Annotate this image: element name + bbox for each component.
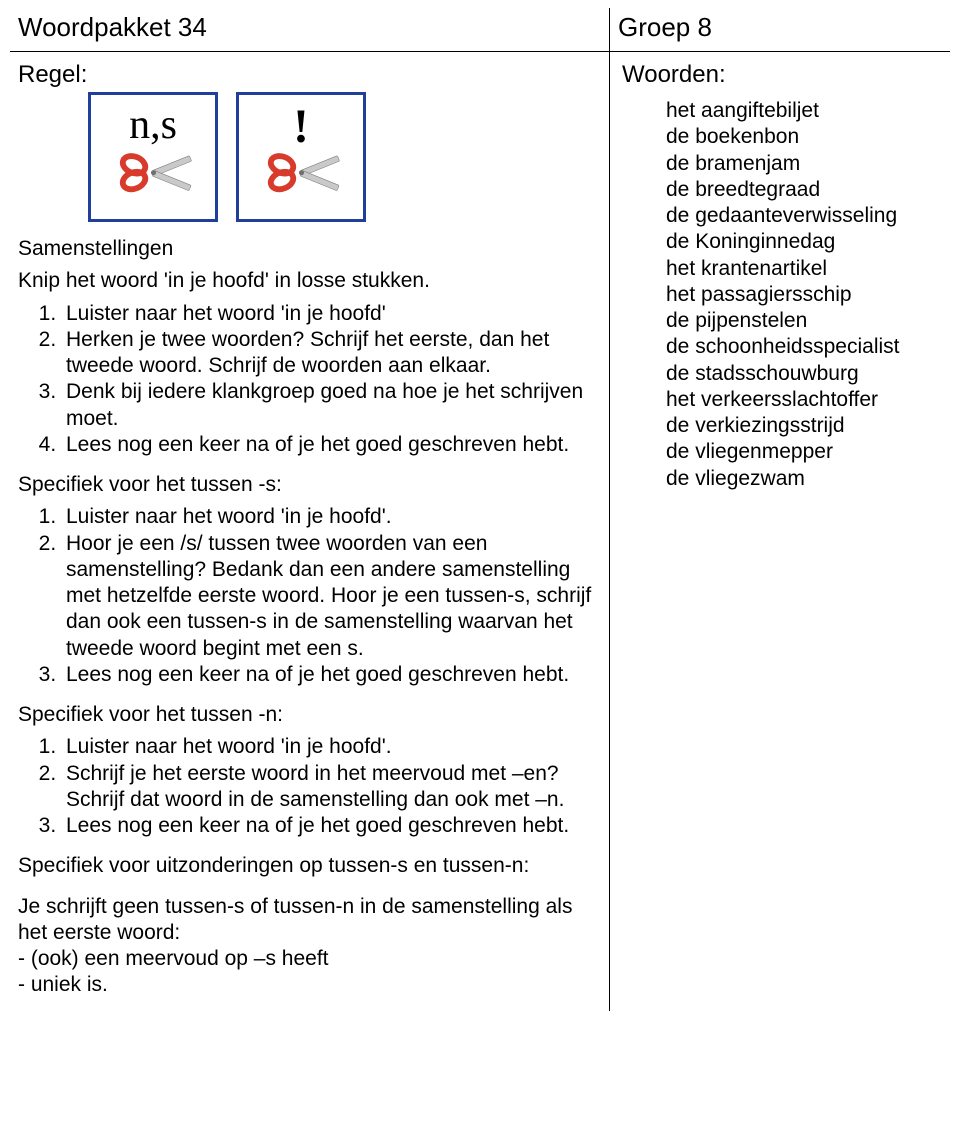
section-exc-title: Specifiek voor uitzonderingen op tussen-… — [18, 853, 601, 879]
word-item: de stadsschouwburg — [666, 361, 942, 387]
bottom-line-3: - uniek is. — [18, 972, 601, 998]
word-item: de Koninginnedag — [666, 229, 942, 255]
list-item: Lees nog een keer na of je het goed gesc… — [62, 813, 601, 839]
word-item: de vliegezwam — [666, 466, 942, 492]
list-main: Luister naar het woord 'in je hoofd' Her… — [18, 301, 601, 459]
bottom-paragraph: Je schrijft geen tussen-s of tussen-n in… — [18, 894, 601, 999]
list-item: Luister naar het woord 'in je hoofd'. — [62, 734, 601, 760]
list-s: Luister naar het woord 'in je hoofd'. Ho… — [18, 504, 601, 688]
word-item: de gedaanteverwisseling — [666, 203, 942, 229]
rule-icon-ns: n,s — [88, 92, 218, 222]
word-item: de boekenbon — [666, 124, 942, 150]
header-right-cell: Groep 8 — [610, 8, 950, 51]
word-item: de verkiezingsstrijd — [666, 413, 942, 439]
list-item: Luister naar het woord 'in je hoofd'. — [62, 504, 601, 530]
list-item: Denk bij iedere klankgroep goed na hoe j… — [62, 379, 601, 432]
rule-icon-bang-label: ! — [293, 97, 309, 157]
word-item: de pijpenstelen — [666, 308, 942, 334]
section-n-title: Specifiek voor het tussen -n: — [18, 702, 601, 728]
section-s-title: Specifiek voor het tussen -s: — [18, 472, 601, 498]
word-item: het aangiftebiljet — [666, 98, 942, 124]
word-item: het krantenartikel — [666, 256, 942, 282]
title-right: Groep 8 — [618, 12, 712, 42]
intro-line-2: Knip het woord 'in je hoofd' in losse st… — [18, 268, 601, 294]
body-row: Regel: n,s — [10, 52, 950, 1011]
list-n: Luister naar het woord 'in je hoofd'. Sc… — [18, 734, 601, 839]
rule-icon-ns-label: n,s — [129, 99, 177, 152]
word-item: de bramenjam — [666, 151, 942, 177]
list-item: Herken je twee woorden? Schrijf het eers… — [62, 327, 601, 380]
icons-row: n,s — [88, 92, 601, 222]
word-item: het passagiersschip — [666, 282, 942, 308]
body-right: Woorden: het aangiftebiljet de boekenbon… — [610, 52, 950, 1011]
page: Woordpakket 34 Groep 8 Regel: n,s — [0, 0, 960, 1031]
list-item: Hoor je een /s/ tussen twee woorden van … — [62, 531, 601, 662]
body-left: Regel: n,s — [10, 52, 610, 1011]
word-list: het aangiftebiljet de boekenbon de brame… — [622, 98, 942, 492]
woorden-label: Woorden: — [622, 60, 942, 90]
word-item: de vliegenmepper — [666, 439, 942, 465]
rule-icon-bang: ! — [236, 92, 366, 222]
header-left-cell: Woordpakket 34 — [10, 8, 610, 51]
word-item: het verkeersslachtoffer — [666, 387, 942, 413]
intro-line-1: Samenstellingen — [18, 236, 601, 262]
list-item: Luister naar het woord 'in je hoofd' — [62, 301, 601, 327]
word-item: de schoonheidsspecialist — [666, 334, 942, 360]
list-item: Lees nog een keer na of je het goed gesc… — [62, 432, 601, 458]
header-row: Woordpakket 34 Groep 8 — [10, 8, 950, 52]
bottom-line-2: - (ook) een meervoud op –s heeft — [18, 946, 601, 972]
regel-label: Regel: — [18, 60, 601, 90]
bottom-line-1: Je schrijft geen tussen-s of tussen-n in… — [18, 894, 601, 947]
title-left: Woordpakket 34 — [18, 12, 207, 42]
list-item: Lees nog een keer na of je het goed gesc… — [62, 662, 601, 688]
word-item: de breedtegraad — [666, 177, 942, 203]
list-item: Schrijf je het eerste woord in het meerv… — [62, 761, 601, 814]
